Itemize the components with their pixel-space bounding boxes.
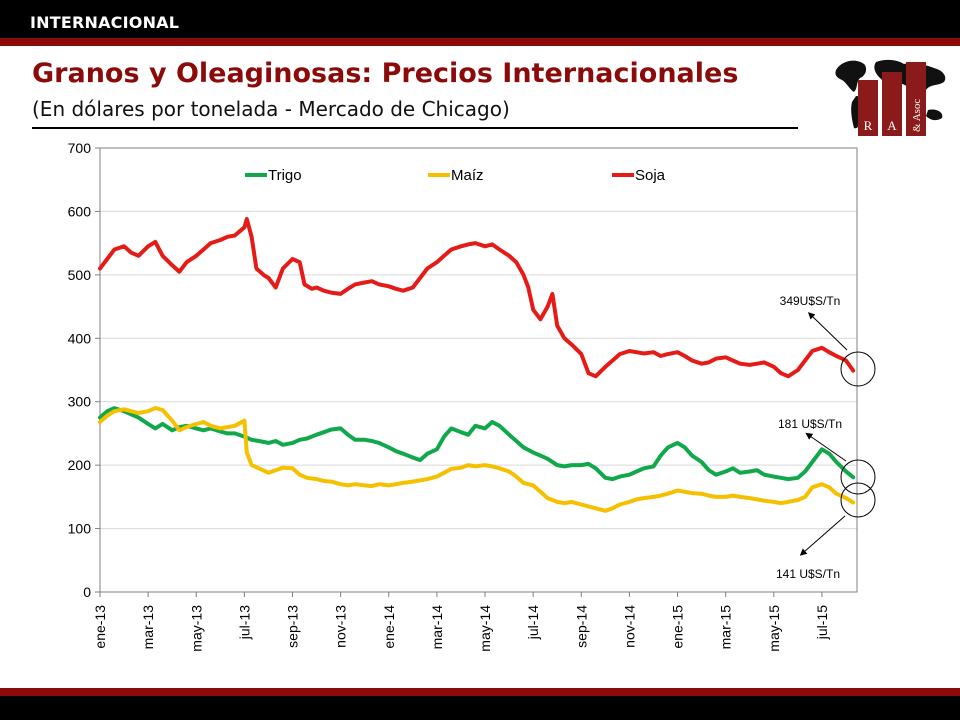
chart-legend: Trigo Maíz Soja — [245, 167, 666, 184]
company-logo: R A & Asoc — [835, 59, 946, 136]
x-tick-label: jul-14 — [525, 605, 541, 640]
annotation-label-maíz: 141 U$S/Tn — [776, 567, 840, 581]
y-tick-label: 100 — [68, 521, 92, 537]
logo-letter-a: A — [887, 118, 897, 133]
highlight-circle-soja — [840, 351, 876, 387]
x-tick-label: ene-14 — [381, 605, 397, 649]
logo-bar-asoc — [906, 62, 926, 136]
x-axis: ene-13 mar-13 may-13 jul-13 sep-13 nov-13 ene-… — [92, 592, 830, 652]
x-tick-label: mar-15 — [718, 605, 734, 650]
logo-bar-a — [882, 72, 902, 136]
legend-label-maíz: Maíz — [451, 167, 484, 184]
y-tick-label: 300 — [68, 394, 92, 410]
y-tick-label: 500 — [68, 267, 92, 283]
page-title: Granos y Oleaginosas: Precios Internacio… — [32, 58, 739, 89]
y-axis: 0 100 200 300 400 500 600 700 — [68, 140, 100, 600]
y-tick-label: 0 — [83, 584, 91, 600]
series-line-soja — [98, 217, 856, 379]
title-underline — [32, 127, 798, 129]
bottom-red-band — [0, 688, 960, 696]
x-tick-label: may-13 — [188, 605, 204, 652]
x-tick-label: jul-13 — [236, 605, 252, 640]
top-black-bar — [0, 0, 960, 38]
x-tick-label: mar-13 — [140, 605, 156, 650]
y-tick-label: 700 — [68, 140, 92, 156]
series-line-trigo — [98, 406, 856, 482]
annotation-arrow-soja — [807, 312, 848, 351]
series-lines — [98, 217, 856, 513]
annotation-arrow-trigo — [805, 432, 847, 462]
chart-grid — [100, 210, 857, 530]
x-tick-label: mar-14 — [429, 605, 445, 650]
page-subtitle: (En dólares por tonelada - Mercado de Ch… — [32, 97, 510, 121]
logo-letter-r: R — [864, 118, 873, 133]
x-tick-label: may-14 — [477, 605, 493, 652]
annotation-arrow-maíz — [799, 515, 846, 556]
plot-area — [99, 147, 858, 593]
annotation-label-soja: 349U$S/Tn — [780, 294, 841, 308]
y-tick-label: 400 — [68, 330, 92, 346]
section-label: INTERNACIONAL — [30, 13, 180, 32]
annotation-label-trigo: 181 U$S/Tn — [778, 417, 842, 431]
highlight-circle-maíz — [840, 482, 876, 518]
bottom-black-bar — [0, 696, 960, 720]
logo-bar-r — [858, 80, 878, 136]
top-red-band — [0, 38, 960, 46]
y-tick-label: 600 — [68, 203, 92, 219]
chart-annotations: 349U$S/Tn 181 U$S/Tn 141 U$S/Tn — [776, 294, 876, 581]
legend-label-soja: Soja — [635, 167, 666, 184]
legend-label-trigo: Trigo — [268, 167, 302, 184]
logo-text-asoc: & Asoc — [911, 99, 923, 132]
x-tick-label: sep-14 — [573, 605, 589, 648]
x-tick-label: nov-14 — [621, 605, 637, 648]
x-tick-label: ene-15 — [670, 605, 686, 649]
x-tick-label: may-15 — [766, 605, 782, 652]
series-line-maíz — [98, 406, 856, 513]
x-tick-label: sep-13 — [285, 605, 301, 648]
highlight-circle-trigo — [840, 459, 876, 495]
x-tick-label: nov-13 — [333, 605, 349, 648]
y-tick-label: 200 — [68, 457, 92, 473]
x-tick-label: jul-15 — [814, 605, 830, 640]
x-tick-label: ene-13 — [92, 605, 108, 649]
